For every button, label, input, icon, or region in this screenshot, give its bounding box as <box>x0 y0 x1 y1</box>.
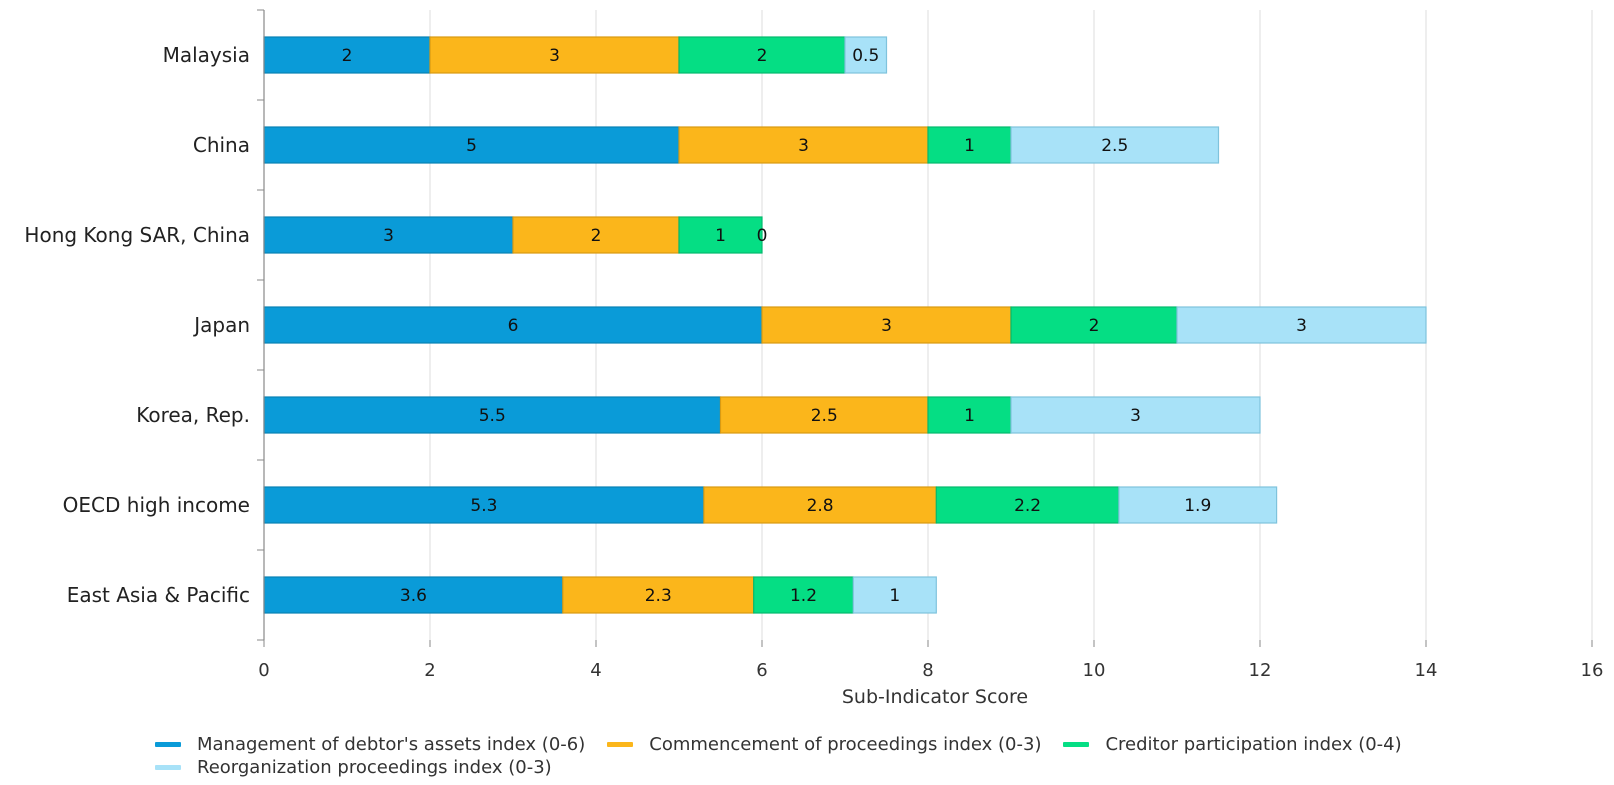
data-label-east-asia-pacific-series-1: 2.3 <box>645 586 672 606</box>
data-label-china-series-2: 1 <box>964 136 975 156</box>
bar-oecd-high-income-series-2[interactable] <box>935 486 1120 524</box>
data-label-china-series-3: 2.5 <box>1101 136 1128 156</box>
x-tick-label-1: 2 <box>424 660 435 681</box>
category-label-east-asia-pacific: East Asia & Pacific <box>67 583 250 607</box>
data-label-oecd-high-income-series-1: 2.8 <box>807 496 834 516</box>
bar-china-series-3[interactable] <box>1010 126 1220 164</box>
x-tick-label-2: 4 <box>590 660 601 681</box>
data-label-east-asia-pacific-series-0: 3.6 <box>400 586 427 606</box>
x-tick-label-0: 0 <box>258 660 269 681</box>
category-label-malaysia: Malaysia <box>163 43 250 67</box>
data-label-east-asia-pacific-series-3: 1 <box>889 586 900 606</box>
bar-malaysia-series-1[interactable] <box>429 36 680 74</box>
x-axis-title: Sub-Indicator Score <box>842 686 1028 708</box>
legend-label-creditor: Creditor participation index (0-4) <box>1105 734 1402 755</box>
x-tick-label-3: 6 <box>756 660 767 681</box>
x-tick-label-4: 8 <box>922 660 933 681</box>
bars: 2 3 2 0.5 5 3 1 2.5 3 2 1 0 6 3 2 3 5.5 2.5 1 3 5.3 2.8 2.2 1.9… <box>263 36 1427 614</box>
bar-korea-rep-series-0[interactable] <box>263 396 722 434</box>
bar-malaysia-series-3[interactable] <box>844 36 888 74</box>
data-label-hong-kong-sar-china-series-3: 0 <box>757 226 768 246</box>
data-label-oecd-high-income-series-0: 5.3 <box>470 496 497 516</box>
legend: Management of debtor's assets index (0-6… <box>155 733 1455 779</box>
bar-japan-series-0[interactable] <box>263 306 763 344</box>
category-label-korea-rep: Korea, Rep. <box>136 403 250 427</box>
bar-hong-kong-sar-china-series-2[interactable] <box>678 216 763 254</box>
data-label-china-series-1: 3 <box>798 136 809 156</box>
category-label-japan: Japan <box>192 313 250 337</box>
data-label-korea-rep-series-1: 2.5 <box>811 406 838 426</box>
data-label-japan-series-1: 3 <box>881 316 892 336</box>
data-label-malaysia-series-1: 3 <box>549 46 560 66</box>
data-label-hong-kong-sar-china-series-0: 3 <box>383 226 394 246</box>
bar-korea-rep-series-1[interactable] <box>719 396 929 434</box>
data-label-malaysia-series-0: 2 <box>342 46 353 66</box>
x-tick-label-7: 14 <box>1415 660 1438 681</box>
bar-korea-rep-series-3[interactable] <box>1010 396 1261 434</box>
legend-row-1: Management of debtor's assets index (0-6… <box>155 733 1455 756</box>
bar-korea-rep-series-2[interactable] <box>927 396 1012 434</box>
legend-swatch-commencement <box>607 742 634 747</box>
legend-label-commencement: Commencement of proceedings index (0-3) <box>649 734 1042 755</box>
data-label-malaysia-series-2: 2 <box>757 46 768 66</box>
bar-japan-series-2[interactable] <box>1010 306 1178 344</box>
bar-hong-kong-sar-china-series-0[interactable] <box>263 216 514 254</box>
x-tick-label-5: 10 <box>1083 660 1106 681</box>
data-label-japan-series-3: 3 <box>1296 316 1307 336</box>
legend-swatch-creditor <box>1063 742 1090 747</box>
data-label-china-series-0: 5 <box>466 136 477 156</box>
bar-japan-series-1[interactable] <box>761 306 1012 344</box>
data-label-korea-rep-series-3: 3 <box>1130 406 1141 426</box>
data-label-japan-series-0: 6 <box>508 316 519 336</box>
legend-item-commencement[interactable]: Commencement of proceedings index (0-3) <box>607 734 1041 755</box>
data-label-hong-kong-sar-china-series-1: 2 <box>591 226 602 246</box>
legend-item-management[interactable]: Management of debtor's assets index (0-6… <box>155 734 585 755</box>
bar-china-series-2[interactable] <box>927 126 1012 164</box>
bar-east-asia-pacific-series-1[interactable] <box>562 576 755 614</box>
bar-east-asia-pacific-series-3[interactable] <box>852 576 937 614</box>
data-label-oecd-high-income-series-2: 2.2 <box>1014 496 1041 516</box>
data-label-malaysia-series-3: 0.5 <box>852 46 879 66</box>
category-label-oecd-high-income: OECD high income <box>63 493 250 517</box>
data-label-oecd-high-income-series-3: 1.9 <box>1184 496 1211 516</box>
legend-row-2: Reorganization proceedings index (0-3) <box>155 756 1455 779</box>
x-tick-label-8: 16 <box>1581 660 1604 681</box>
data-label-korea-rep-series-2: 1 <box>964 406 975 426</box>
legend-label-management: Management of debtor's assets index (0-6… <box>197 734 586 755</box>
legend-item-reorganization[interactable]: Reorganization proceedings index (0-3) <box>155 757 552 778</box>
legend-swatch-management <box>155 742 181 747</box>
data-label-hong-kong-sar-china-series-2: 1 <box>715 226 726 246</box>
category-label-china: China <box>193 133 250 157</box>
x-tick-label-6: 12 <box>1249 660 1272 681</box>
bar-east-asia-pacific-series-2[interactable] <box>753 576 854 614</box>
stacked-bar-chart: 2 3 2 0.55 3 1 2.53 2 1 06 3 2 35.5 2.5 1 35.3 2.8 2.2 1.9… <box>24 9 1604 708</box>
legend-item-creditor[interactable]: Creditor participation index (0-4) <box>1063 734 1402 755</box>
data-label-japan-series-2: 2 <box>1089 316 1100 336</box>
bar-china-series-1[interactable] <box>678 126 929 164</box>
legend-swatch-reorganization <box>155 765 181 770</box>
legend-label-reorganization: Reorganization proceedings index (0-3) <box>197 757 552 778</box>
data-label-east-asia-pacific-series-2: 1.2 <box>790 586 817 606</box>
bar-japan-series-3[interactable] <box>1176 306 1427 344</box>
data-label-korea-rep-series-0: 5.5 <box>479 406 506 426</box>
category-label-hong-kong-sar-china: Hong Kong SAR, China <box>24 223 250 247</box>
bar-east-asia-pacific-series-0[interactable] <box>263 576 564 614</box>
bar-oecd-high-income-series-3[interactable] <box>1118 486 1278 524</box>
